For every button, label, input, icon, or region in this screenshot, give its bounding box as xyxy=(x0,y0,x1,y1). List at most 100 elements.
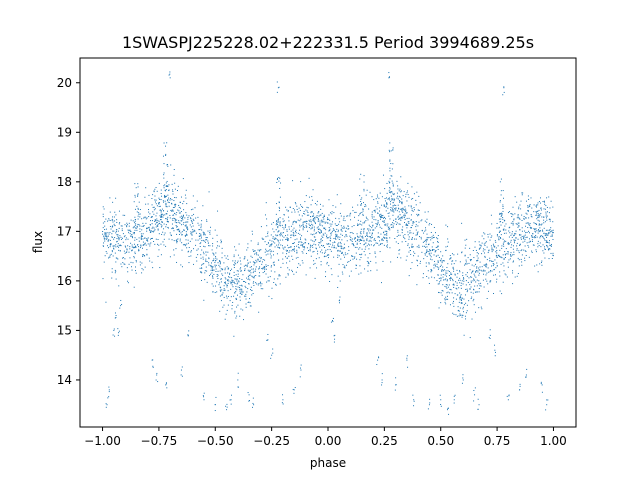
data-point xyxy=(327,257,329,259)
data-point xyxy=(539,224,541,226)
data-point xyxy=(171,183,173,185)
data-point xyxy=(522,238,524,240)
data-point xyxy=(518,206,520,208)
data-point xyxy=(394,198,396,200)
data-point xyxy=(316,227,318,229)
data-point xyxy=(119,250,121,252)
data-point xyxy=(290,246,292,248)
data-point xyxy=(200,257,202,259)
data-point xyxy=(473,304,475,306)
data-point xyxy=(227,282,229,284)
y-tick-label: 18 xyxy=(57,175,72,189)
data-point xyxy=(390,203,392,205)
data-point xyxy=(384,224,386,226)
data-point xyxy=(234,262,236,264)
data-point xyxy=(350,239,352,241)
data-point xyxy=(315,248,317,250)
data-point xyxy=(518,250,520,252)
data-point xyxy=(410,250,411,252)
data-point xyxy=(295,229,297,231)
data-point xyxy=(523,217,525,219)
data-point xyxy=(214,262,216,264)
data-point xyxy=(215,256,217,258)
data-point xyxy=(503,265,505,267)
data-point xyxy=(149,260,151,262)
data-point xyxy=(469,269,471,271)
data-point xyxy=(541,264,543,266)
data-point xyxy=(523,235,525,237)
data-point xyxy=(107,235,109,237)
data-point xyxy=(478,248,480,250)
data-point xyxy=(229,281,231,283)
data-point xyxy=(216,234,218,236)
data-point xyxy=(234,312,236,314)
data-point xyxy=(286,257,288,259)
data-point xyxy=(430,271,432,273)
data-point xyxy=(336,194,338,196)
data-point xyxy=(161,214,163,216)
data-point xyxy=(244,281,246,283)
data-point xyxy=(341,248,343,250)
data-point xyxy=(418,221,420,223)
data-point xyxy=(223,288,225,290)
data-point xyxy=(550,227,552,229)
data-point xyxy=(251,275,253,277)
data-point xyxy=(544,239,546,241)
data-point xyxy=(499,221,501,223)
data-point xyxy=(335,217,337,219)
data-point xyxy=(285,249,287,251)
data-point xyxy=(517,214,519,216)
data-point xyxy=(204,246,206,248)
data-point xyxy=(221,273,223,275)
data-point xyxy=(181,375,183,377)
data-point xyxy=(382,220,384,222)
data-point xyxy=(504,220,506,222)
data-point xyxy=(502,210,504,212)
data-point xyxy=(464,315,466,317)
data-point xyxy=(279,275,281,277)
data-point xyxy=(314,218,316,220)
data-point xyxy=(152,366,154,368)
data-point xyxy=(326,261,328,263)
data-point xyxy=(442,255,444,257)
data-point xyxy=(280,244,282,246)
x-axis-label: phase xyxy=(310,456,346,470)
data-point xyxy=(220,300,222,302)
data-point xyxy=(406,359,408,361)
data-point xyxy=(500,178,502,180)
data-point xyxy=(388,77,390,79)
data-point xyxy=(328,218,330,220)
data-point xyxy=(271,223,273,225)
data-point xyxy=(463,298,465,300)
data-point xyxy=(208,262,210,264)
data-point xyxy=(241,278,243,280)
data-point xyxy=(301,235,303,237)
data-point xyxy=(379,192,381,194)
data-point xyxy=(463,311,465,313)
data-point xyxy=(231,280,233,282)
data-point xyxy=(552,221,554,223)
data-point xyxy=(324,222,326,224)
data-point xyxy=(293,232,295,234)
data-point xyxy=(135,260,137,262)
data-point xyxy=(529,204,531,206)
data-point xyxy=(530,214,532,216)
data-point xyxy=(512,224,514,226)
data-point xyxy=(239,285,241,287)
data-point xyxy=(169,256,171,258)
data-point xyxy=(242,291,244,293)
data-point xyxy=(301,215,303,217)
data-point xyxy=(349,259,351,261)
data-point xyxy=(360,204,362,206)
data-point xyxy=(279,187,281,189)
data-point xyxy=(386,225,388,227)
data-point xyxy=(530,197,532,199)
data-point xyxy=(344,220,346,222)
data-point xyxy=(502,94,504,96)
data-point xyxy=(341,251,343,253)
data-point xyxy=(381,373,383,375)
data-point xyxy=(443,269,445,271)
data-point xyxy=(158,220,160,222)
data-point xyxy=(379,240,381,242)
data-point xyxy=(516,248,518,250)
